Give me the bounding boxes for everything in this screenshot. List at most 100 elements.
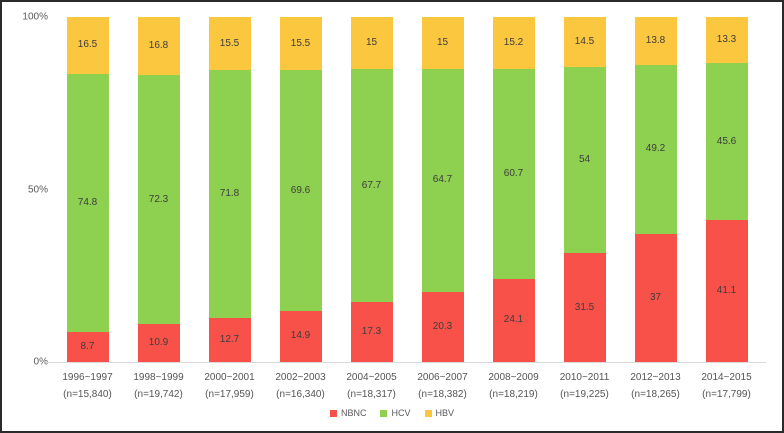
legend-swatch-icon	[329, 409, 337, 417]
legend-label: NBNC	[340, 408, 367, 418]
segment-hbv: 16.8	[137, 17, 180, 75]
legend-item-hcv: HCV	[380, 408, 411, 418]
segment-hcv: 69.6	[279, 70, 322, 311]
segment-hbv: 13.3	[705, 17, 748, 63]
category-label: 2014~2015 (n=17,799)	[691, 369, 762, 403]
segment-hbv: 15.5	[279, 17, 322, 71]
category-label: 2006~2007 (n=18,382)	[407, 369, 478, 403]
y-axis: 100% 50% 0%	[2, 2, 54, 431]
segment-hbv: 14.5	[563, 17, 606, 68]
segment-nbnc: 8.7	[66, 331, 109, 362]
category-label: 2010~2011 (n=19,225)	[549, 369, 620, 403]
data-label: 71.8	[219, 188, 240, 200]
segment-hcv: 72.3	[137, 74, 180, 325]
segment-hcv: 71.8	[208, 70, 251, 319]
category-n: (n=18,382)	[418, 389, 467, 400]
data-label: 17.3	[361, 326, 382, 338]
category-years: 2010~2011	[559, 372, 610, 383]
legend-label: HCV	[391, 408, 411, 418]
data-label: 37	[649, 292, 662, 304]
x-axis-line	[46, 362, 766, 363]
segment-nbnc: 17.3	[350, 302, 393, 362]
data-label: 14.9	[290, 330, 311, 342]
data-label: 16.5	[77, 39, 98, 51]
segment-hcv: 45.6	[705, 62, 748, 221]
bar-column: 14.5 54 31.5	[549, 17, 620, 362]
bar-stack: 16.5 74.8 8.7	[66, 17, 109, 362]
bar-column: 16.8 72.3 10.9	[123, 17, 194, 362]
data-label: 41.1	[716, 285, 737, 297]
category-n: (n=16,340)	[276, 389, 325, 400]
category-label: 2012~2013 (n=18,265)	[620, 369, 691, 403]
segment-nbnc: 31.5	[563, 253, 606, 362]
data-label: 8.7	[80, 340, 95, 352]
bar-stack: 14.5 54 31.5	[563, 17, 606, 362]
data-label: 15.5	[219, 37, 240, 49]
data-label: 10.9	[148, 337, 169, 349]
category-years: 2014~2015	[701, 372, 752, 383]
segment-nbnc: 24.1	[492, 278, 535, 362]
segment-hcv: 54	[563, 67, 606, 254]
columns: 16.5 74.8 8.7 16.8 72.3 10.9 15.5 71.8 12.7 15.5 6…	[52, 17, 762, 362]
x-labels: 1996~1997 (n=15,840) 1998~1999 (n=19,742) 20…	[52, 369, 762, 403]
category-n: (n=19,225)	[560, 389, 609, 400]
segment-hbv: 13.8	[634, 17, 677, 65]
bar-stack: 15.5 71.8 12.7	[208, 17, 251, 362]
data-label: 15.5	[290, 37, 311, 49]
data-label: 13.8	[645, 34, 666, 46]
y-tick-label: 0%	[33, 356, 48, 368]
segment-nbnc: 10.9	[137, 324, 180, 362]
y-tick-label: 100%	[22, 11, 48, 23]
category-years: 2008~2009	[488, 372, 539, 383]
segment-nbnc: 41.1	[705, 220, 748, 362]
legend-item-nbnc: NBNC	[329, 408, 367, 418]
data-label: 67.7	[361, 179, 382, 191]
bar-stack: 16.8 72.3 10.9	[137, 17, 180, 362]
category-n: (n=18,317)	[347, 389, 396, 400]
data-label: 24.1	[503, 314, 524, 326]
data-label: 15.2	[503, 37, 524, 49]
segment-hbv: 16.5	[66, 17, 109, 74]
category-n: (n=18,265)	[631, 389, 680, 400]
bar-stack: 15.2 60.7 24.1	[492, 17, 535, 362]
bar-stack: 15 67.7 17.3	[350, 17, 393, 362]
legend: NBNC HCV HBV	[2, 408, 782, 418]
data-label: 64.7	[432, 174, 453, 186]
data-label: 45.6	[716, 135, 737, 147]
data-label: 60.7	[503, 168, 524, 180]
bar-column: 13.3 45.6 41.1	[691, 17, 762, 362]
segment-hcv: 49.2	[634, 64, 677, 235]
bar-column: 15.5 71.8 12.7	[194, 17, 265, 362]
segment-hcv: 74.8	[66, 73, 109, 332]
category-label: 2004~2005 (n=18,317)	[336, 369, 407, 403]
category-label: 2000~2001 (n=17,959)	[194, 369, 265, 403]
segment-hcv: 60.7	[492, 69, 535, 279]
category-years: 1996~1997	[62, 372, 113, 383]
bar-stack: 15.5 69.6 14.9	[279, 17, 322, 362]
segment-hcv: 64.7	[421, 68, 464, 292]
bar-column: 15 67.7 17.3	[336, 17, 407, 362]
segment-nbnc: 14.9	[279, 310, 322, 362]
segment-nbnc: 12.7	[208, 318, 251, 362]
bar-stack: 15 64.7 20.3	[421, 17, 464, 362]
category-years: 2006~2007	[417, 372, 468, 383]
category-label: 2008~2009 (n=18,219)	[478, 369, 549, 403]
bar-stack: 13.8 49.2 37	[634, 17, 677, 362]
category-label: 1996~1997 (n=15,840)	[52, 369, 123, 403]
category-n: (n=17,959)	[205, 389, 254, 400]
data-label: 31.5	[574, 301, 595, 313]
category-label: 2002~2003 (n=16,340)	[265, 369, 336, 403]
legend-swatch-icon	[380, 409, 388, 417]
segment-hbv: 15	[421, 17, 464, 69]
segment-hbv: 15.5	[208, 17, 251, 71]
category-n: (n=15,840)	[63, 389, 112, 400]
y-tick-label: 50%	[27, 184, 48, 195]
data-label: 72.3	[148, 193, 169, 205]
data-label: 15	[365, 36, 378, 48]
category-years: 2000~2001	[204, 372, 255, 383]
legend-label: HBV	[435, 408, 455, 418]
segment-nbnc: 20.3	[421, 291, 464, 362]
data-label: 15	[436, 36, 449, 48]
data-label: 74.8	[77, 196, 98, 208]
